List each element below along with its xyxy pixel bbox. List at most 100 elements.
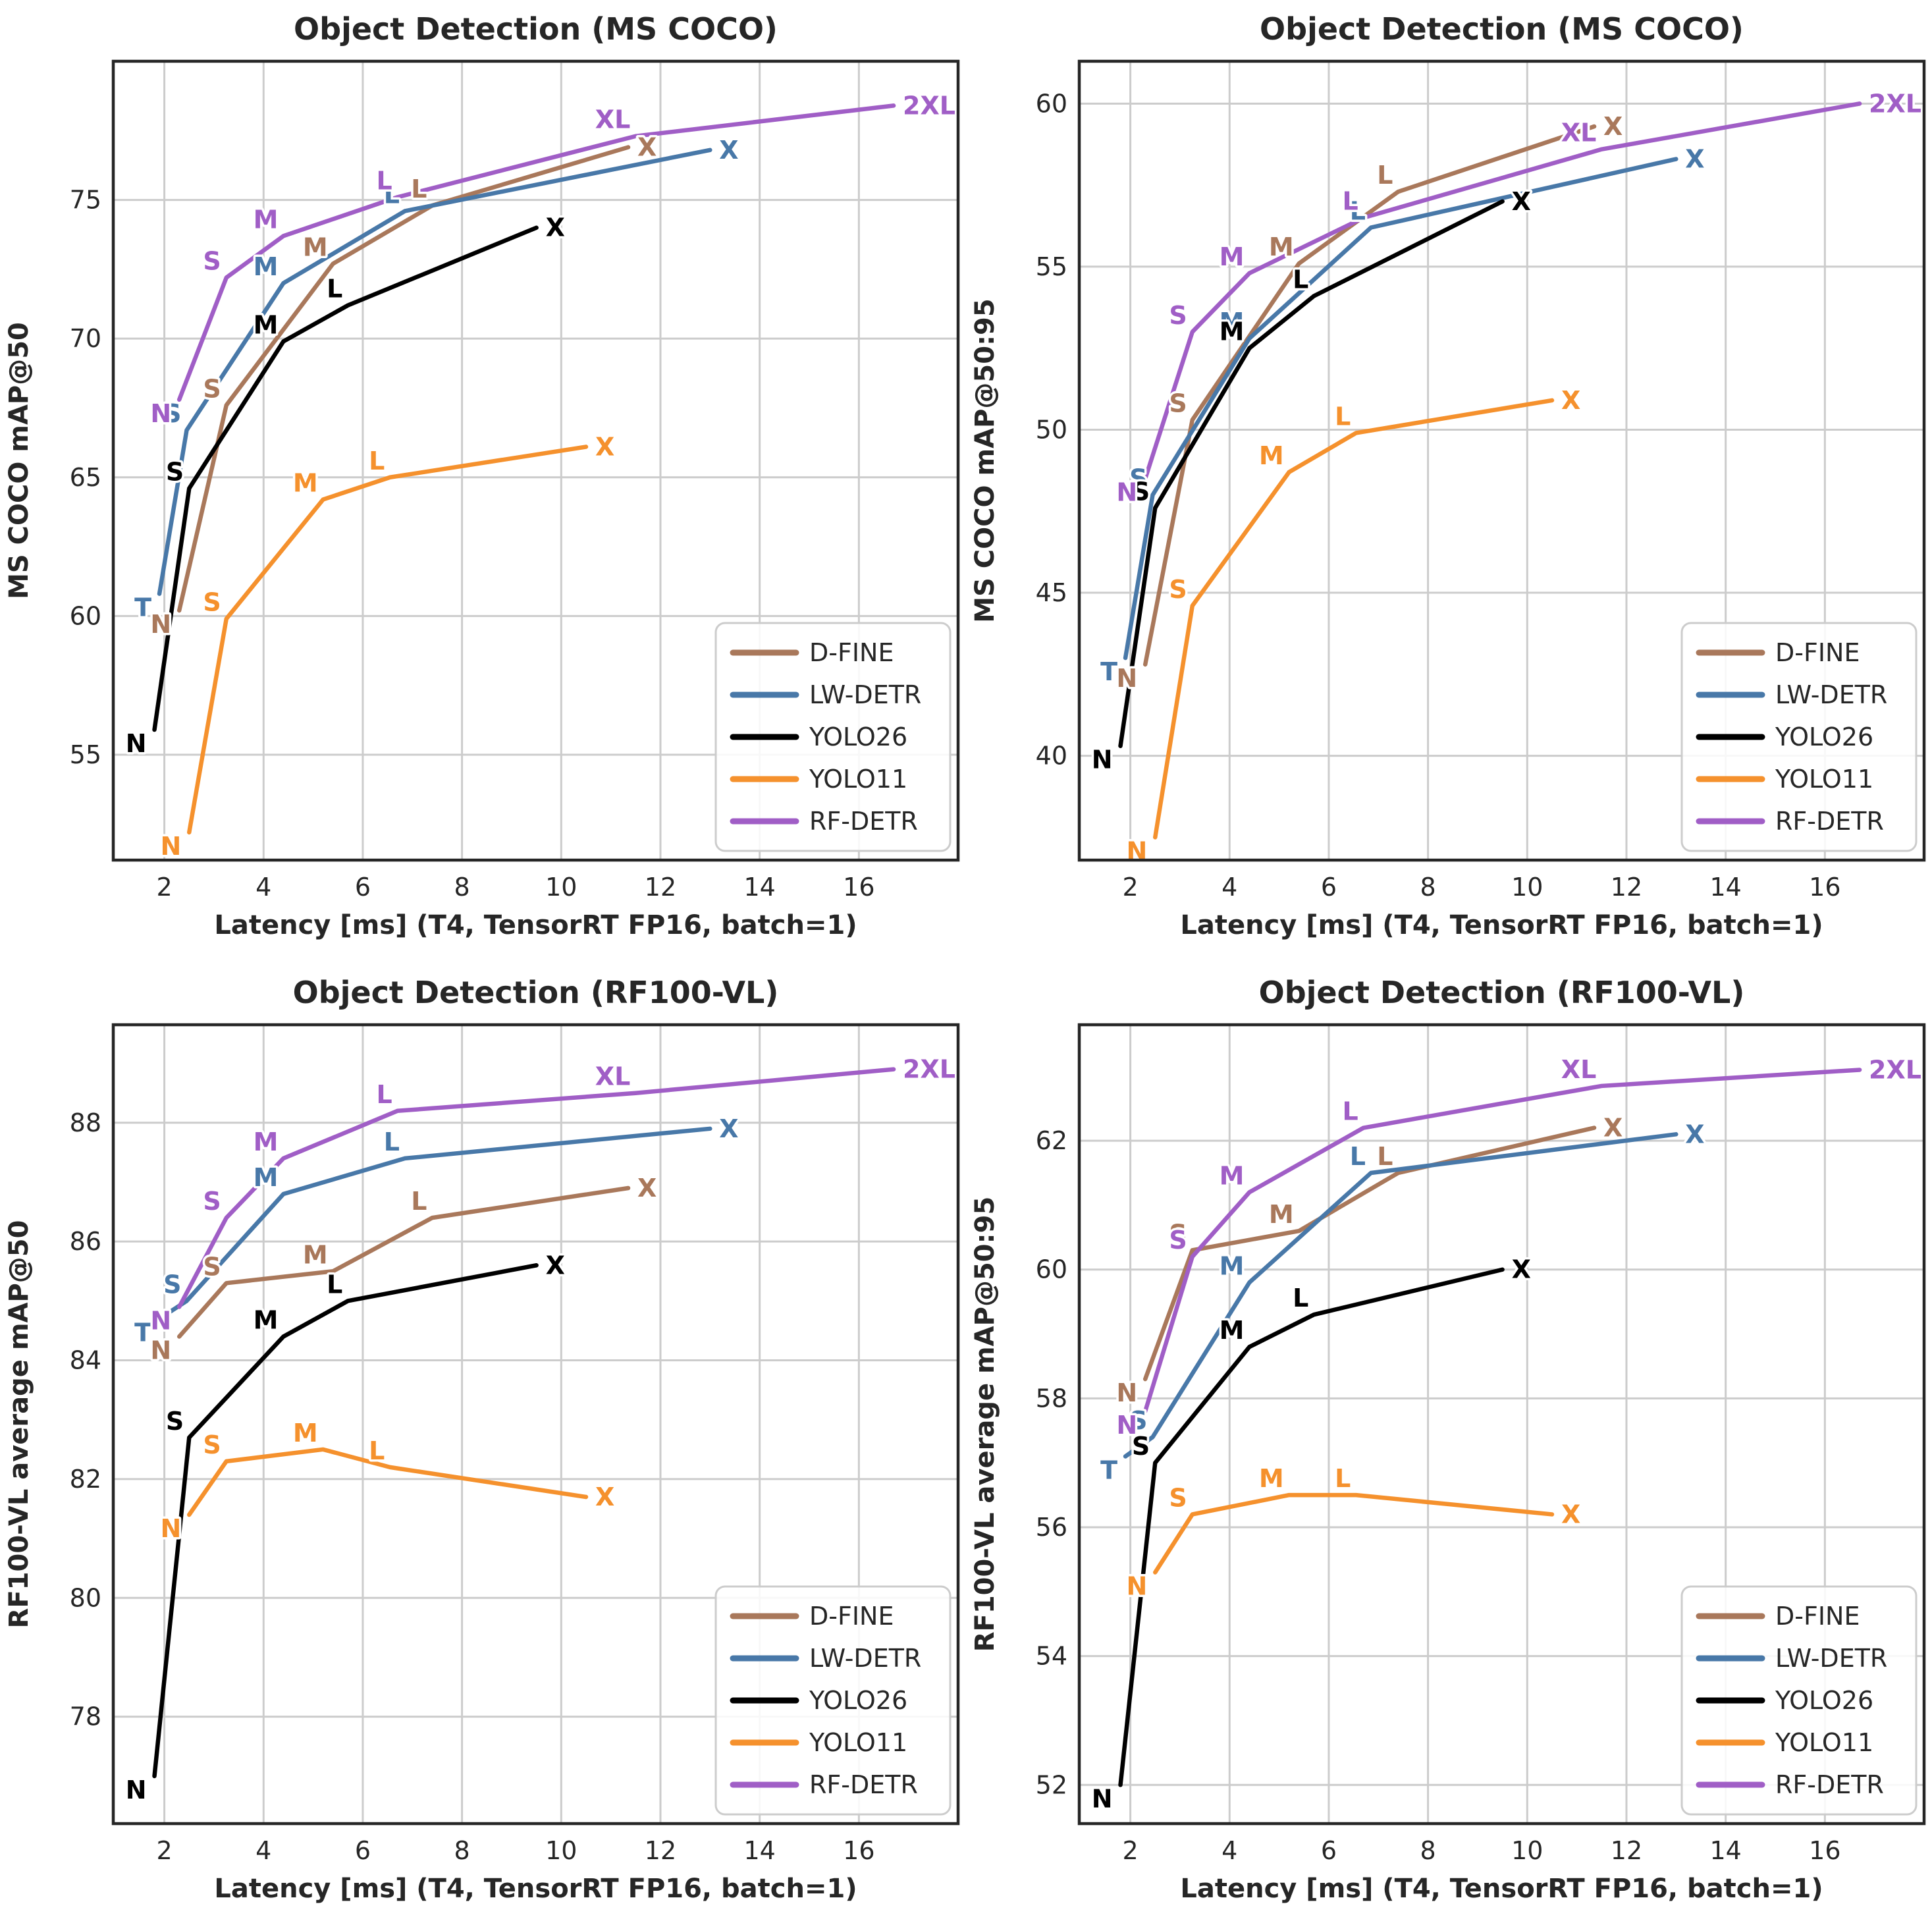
chart-cell-coco-map5095: N S M L X T S M L X N S M L X N S M L X N S M L XL 2XL 2 4 6 8 10 12 14 1… [966, 0, 1932, 964]
chart-cell-rf100vl-map50: N S M L X T S M L X N S M L X N S M L X N S M L XL 2XL 2 4 6 8 10 12 14 1… [0, 964, 966, 1927]
x-tick-label: 16 [843, 873, 874, 902]
point-label-D-FINE-L: L [411, 1187, 427, 1216]
point-label-LW-DETR-X: X [719, 1114, 738, 1143]
y-tick-label: 45 [1036, 578, 1067, 607]
point-label-D-FINE-L: L [411, 175, 427, 204]
chart-title: Object Detection (RF100-VL) [293, 975, 779, 1010]
x-tick-label: 14 [1709, 1836, 1741, 1865]
legend [714, 622, 952, 852]
legend [1680, 1585, 1918, 1816]
point-label-YOLO11-M: M [1259, 441, 1284, 470]
point-label-D-FINE-X: X [637, 1174, 657, 1203]
legend-label-RF-DETR: RF-DETR [809, 807, 918, 836]
point-label-LW-DETR-T: T [1100, 657, 1117, 686]
x-tick-label: 4 [1221, 873, 1237, 902]
x-tick-label: 2 [1123, 873, 1139, 902]
point-label-YOLO11-S: S [203, 1430, 221, 1459]
point-label-RF-DETR-N: N [1116, 478, 1137, 507]
point-label-D-FINE-M: M [303, 1240, 328, 1269]
point-label-LW-DETR-L: L [1350, 1142, 1366, 1171]
x-axis-label: Latency [ms] (T4, TensorRT FP16, batch=1… [1180, 1874, 1823, 1904]
y-tick-label: 55 [1036, 252, 1067, 281]
x-tick-label: 2 [157, 873, 173, 902]
point-label-LW-DETR-M: M [254, 252, 279, 281]
y-axis-label: RF100-VL average mAP@50 [4, 1220, 34, 1629]
x-tick-label: 8 [454, 873, 470, 902]
x-tick-label: 2 [1123, 1836, 1139, 1865]
x-axis-label: Latency [ms] (T4, TensorRT FP16, batch=1… [214, 910, 857, 940]
point-label-D-FINE-N: N [150, 1336, 171, 1365]
point-label-D-FINE-N: N [1116, 664, 1137, 693]
point-label-YOLO26-M: M [1220, 317, 1245, 346]
y-tick-label: 75 [70, 186, 101, 215]
point-label-YOLO26-L: L [1293, 1284, 1308, 1313]
x-tick-label: 2 [157, 1836, 173, 1865]
point-label-D-FINE-L: L [1377, 161, 1393, 190]
x-tick-label: 14 [743, 1836, 775, 1865]
x-tick-label: 10 [545, 1836, 577, 1865]
series-line-YOLO11 [1153, 1492, 1555, 1575]
point-label-RF-DETR-M: M [254, 1127, 279, 1156]
point-label-YOLO26-X: X [1512, 1255, 1531, 1284]
point-label-RF-DETR-2XL: 2XL [1869, 1055, 1921, 1084]
point-label-RF-DETR-2XL: 2XL [1869, 89, 1921, 118]
point-label-RF-DETR-XL: XL [595, 105, 631, 134]
x-tick-label: 4 [1221, 1836, 1237, 1865]
series-line-LW-DETR [157, 1126, 712, 1321]
legend-label-RF-DETR: RF-DETR [809, 1770, 918, 1799]
point-label-D-FINE-M: M [1269, 1200, 1294, 1229]
point-label-YOLO26-L: L [327, 1270, 342, 1299]
y-tick-label: 62 [1036, 1126, 1067, 1155]
chart-cell-rf100vl-map5095: N S M L X T S M L X N S M L X N S M L X N S M L XL 2XL 2 4 6 8 10 12 14 1… [966, 964, 1932, 1927]
point-label-LW-DETR-X: X [719, 136, 738, 165]
point-label-RF-DETR-L: L [1342, 187, 1358, 216]
point-label-RF-DETR-N: N [150, 1306, 171, 1335]
point-label-RF-DETR-2XL: 2XL [903, 1055, 955, 1084]
point-label-YOLO11-X: X [595, 432, 614, 461]
legend-label-YOLO26: YOLO26 [809, 1686, 907, 1715]
point-label-YOLO11-M: M [1259, 1464, 1284, 1493]
y-tick-label: 65 [70, 463, 101, 492]
point-label-YOLO26-X: X [546, 213, 565, 242]
point-label-LW-DETR-T: T [1100, 1455, 1117, 1484]
point-label-YOLO11-N: N [160, 832, 181, 861]
chart-title: Object Detection (MS COCO) [1260, 11, 1744, 47]
point-label-YOLO11-X: X [1561, 1500, 1580, 1529]
y-tick-label: 50 [1036, 415, 1067, 444]
point-label-D-FINE-N: N [150, 610, 171, 639]
point-label-YOLO11-M: M [293, 468, 318, 497]
point-label-RF-DETR-N: N [150, 399, 171, 428]
chart-title: Object Detection (RF100-VL) [1259, 975, 1745, 1010]
series-line-YOLO11 [1153, 398, 1555, 840]
point-label-D-FINE-S: S [203, 1252, 221, 1281]
point-label-RF-DETR-L: L [376, 166, 392, 195]
point-label-YOLO11-L: L [1335, 402, 1351, 431]
point-label-LW-DETR-X: X [1685, 1120, 1704, 1149]
legend [1680, 622, 1918, 852]
point-label-YOLO26-L: L [327, 275, 342, 304]
point-label-LW-DETR-L: L [384, 180, 400, 209]
x-axis-label: Latency [ms] (T4, TensorRT FP16, batch=1… [1180, 910, 1823, 940]
axes-border [111, 1023, 960, 1826]
axes-border [1077, 1023, 1926, 1826]
point-label-YOLO11-N: N [1126, 1571, 1147, 1600]
point-label-YOLO26-X: X [1512, 187, 1531, 216]
y-tick-label: 54 [1036, 1642, 1067, 1671]
y-tick-label: 70 [70, 324, 101, 353]
y-tick-label: 82 [70, 1465, 101, 1494]
point-label-D-FINE-X: X [637, 133, 657, 162]
y-tick-label: 55 [70, 740, 101, 769]
y-tick-label: 86 [70, 1227, 101, 1256]
legend-label-LW-DETR: LW-DETR [1775, 1644, 1887, 1673]
point-label-RF-DETR-S: S [203, 247, 221, 276]
point-label-YOLO26-M: M [254, 1305, 279, 1334]
point-label-YOLO26-N: N [1092, 746, 1113, 774]
point-label-D-FINE-L: L [1377, 1142, 1393, 1171]
y-axis-label: MS COCO mAP@50 [4, 322, 34, 599]
point-label-RF-DETR-N: N [1116, 1411, 1137, 1440]
legend-label-YOLO26: YOLO26 [1775, 1686, 1873, 1715]
x-tick-label: 8 [1420, 873, 1436, 902]
legend-label-YOLO26: YOLO26 [809, 722, 907, 751]
